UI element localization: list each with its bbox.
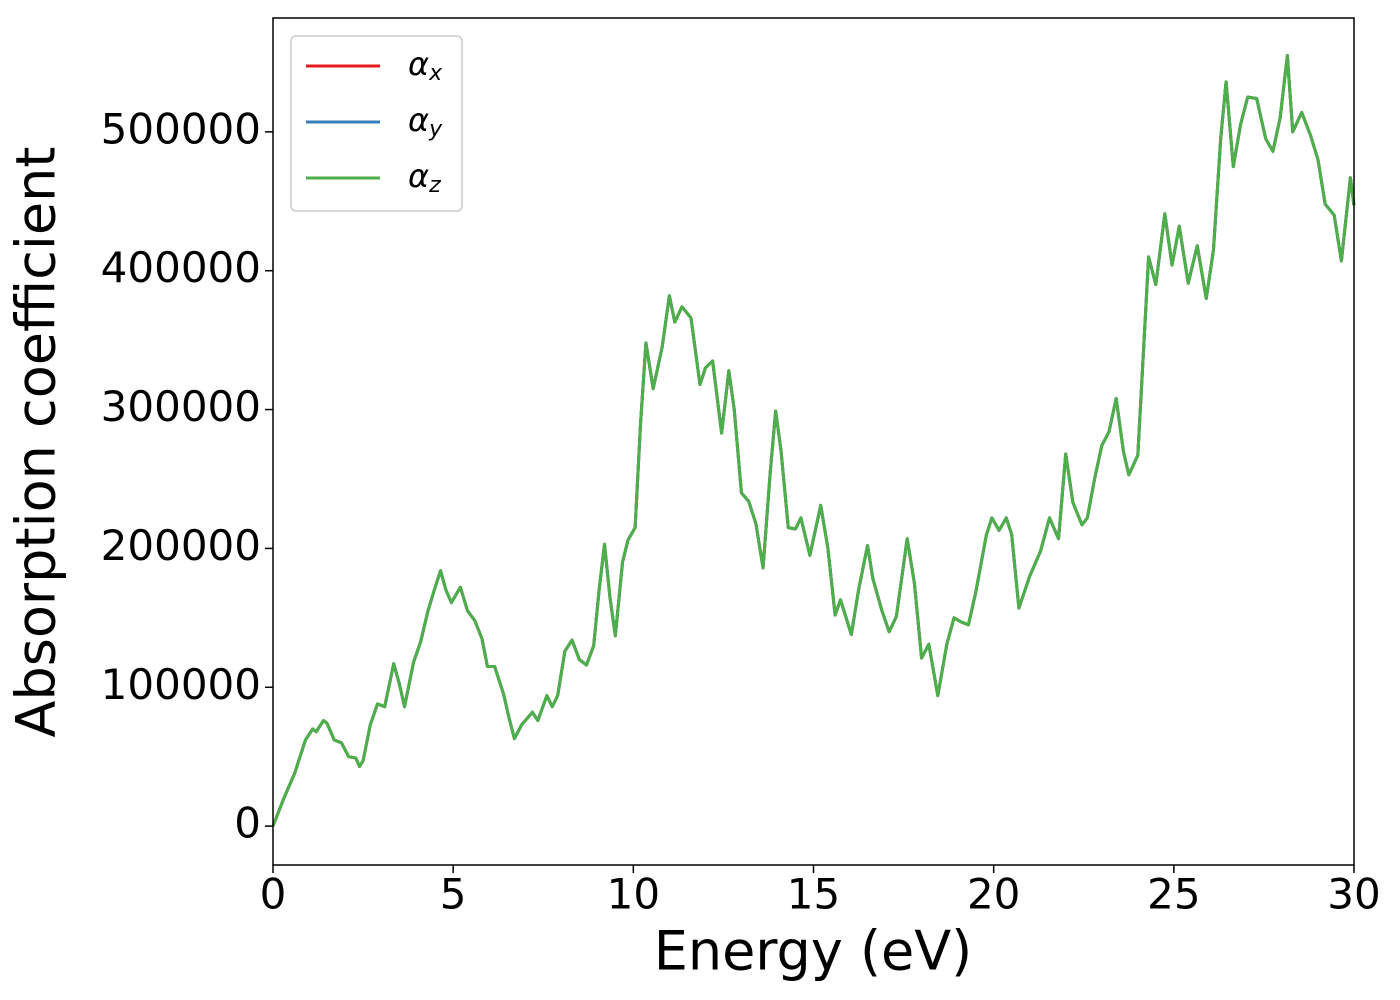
legend-label: αx: [408, 45, 443, 86]
legend-label: αy: [408, 101, 443, 142]
plot-frame: [272, 17, 1355, 866]
x-tick-label: 10: [607, 870, 660, 919]
legend-label: αz: [408, 157, 441, 198]
x-axis-label: Energy (eV): [654, 920, 973, 983]
y-tick-label: 400000: [101, 243, 261, 292]
x-tick-label: 5: [440, 870, 467, 919]
x-tick-label: 20: [967, 870, 1020, 919]
line-series: [271, 53, 1356, 827]
y-tick-label: 0: [234, 799, 261, 848]
y-tick-label: 500000: [101, 104, 261, 153]
y-tick-label: 100000: [101, 660, 261, 709]
y-tick-label: 300000: [101, 382, 261, 431]
x-tick-label: 15: [787, 870, 840, 919]
x-tick-label: 25: [1147, 870, 1200, 919]
legend: αx αy αz: [290, 35, 463, 212]
y-axis-label: Absorption coefficient: [5, 147, 68, 738]
x-tick-label: 30: [1327, 870, 1380, 919]
x-tick-label: 0: [260, 870, 287, 919]
y-tick-label: 200000: [101, 521, 261, 570]
